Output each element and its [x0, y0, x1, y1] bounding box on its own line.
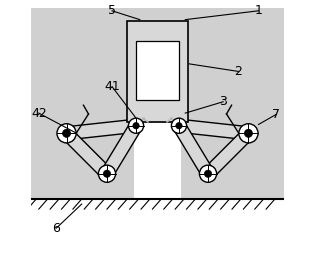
Text: 3: 3	[219, 95, 227, 108]
Bar	[127, 21, 188, 122]
Polygon shape	[203, 129, 253, 178]
Circle shape	[129, 118, 144, 133]
Polygon shape	[31, 8, 284, 199]
Circle shape	[57, 124, 76, 143]
Circle shape	[204, 170, 212, 177]
Circle shape	[176, 122, 182, 129]
Text: 42: 42	[31, 107, 47, 120]
Text: 2: 2	[234, 65, 242, 78]
Polygon shape	[178, 119, 249, 140]
Circle shape	[239, 124, 258, 143]
Polygon shape	[62, 129, 112, 178]
Text: 41: 41	[104, 80, 120, 93]
Bar	[31, 1, 284, 8]
Circle shape	[199, 165, 217, 182]
Polygon shape	[66, 119, 137, 140]
Polygon shape	[173, 122, 214, 177]
Text: 7: 7	[272, 108, 280, 121]
Text: 5: 5	[108, 4, 116, 17]
Bar	[134, 123, 181, 199]
Text: 6: 6	[53, 221, 60, 234]
Circle shape	[63, 129, 71, 137]
Polygon shape	[101, 122, 142, 177]
Text: 1: 1	[255, 4, 262, 17]
Circle shape	[103, 170, 111, 177]
Circle shape	[171, 118, 186, 133]
Circle shape	[98, 165, 116, 182]
Circle shape	[244, 129, 252, 137]
Circle shape	[133, 122, 139, 129]
Bar	[136, 41, 179, 100]
